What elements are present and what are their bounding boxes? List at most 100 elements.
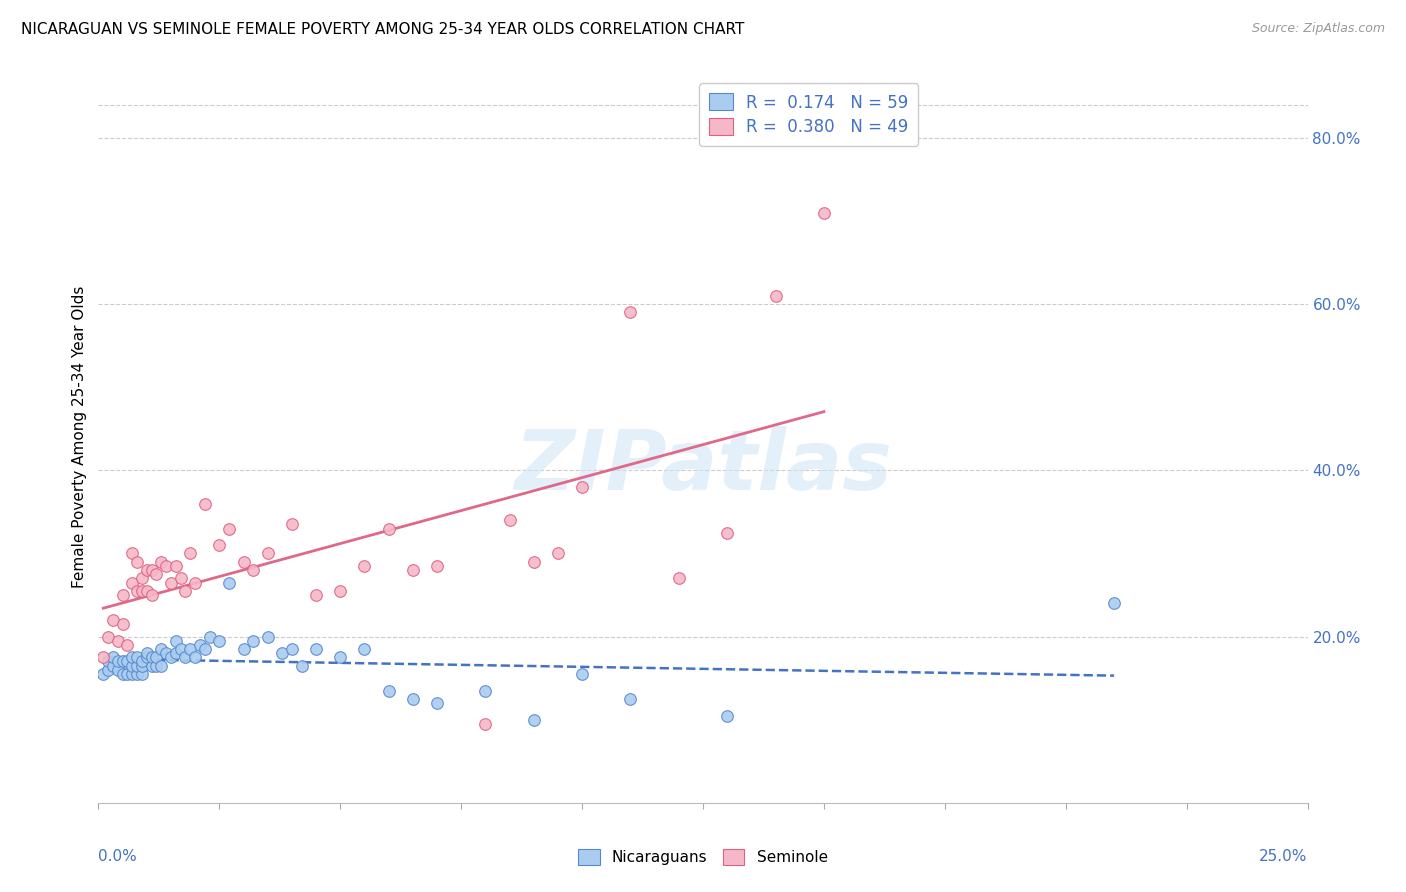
Point (141, 650, 163, 665)
Point (117, 638, 139, 652)
Point (121, 575, 143, 590)
Point (184, 650, 207, 665)
Point (547, 546, 569, 560)
Point (131, 658, 153, 673)
Point (256, 630, 278, 644)
Point (150, 658, 173, 673)
Point (1102, 596, 1125, 610)
Point (194, 497, 217, 511)
Point (402, 563, 425, 577)
Point (716, 525, 738, 540)
Point (232, 555, 254, 569)
Point (160, 650, 183, 665)
Point (218, 521, 240, 535)
Point (208, 633, 231, 648)
Point (107, 663, 129, 677)
Point (121, 667, 143, 681)
Point (141, 563, 163, 577)
Point (111, 655, 134, 669)
Point (150, 555, 173, 569)
Text: NICARAGUAN VS SEMINOLE FEMALE POVERTY AMONG 25-34 YEAR OLDS CORRELATION CHART: NICARAGUAN VS SEMINOLE FEMALE POVERTY AM… (21, 22, 744, 37)
Point (169, 571, 191, 585)
Point (179, 546, 201, 560)
Point (131, 655, 153, 669)
Point (194, 642, 217, 657)
Point (131, 667, 153, 681)
Point (208, 538, 231, 552)
Point (127, 555, 149, 569)
Point (179, 642, 201, 657)
Point (305, 642, 328, 657)
Point (97, 655, 120, 669)
Point (174, 583, 197, 598)
Point (165, 646, 187, 660)
Point (256, 546, 278, 560)
Point (188, 638, 211, 652)
Point (131, 583, 153, 598)
Point (716, 708, 738, 723)
Point (281, 642, 304, 657)
Point (571, 667, 593, 681)
Point (101, 650, 124, 665)
Point (117, 667, 139, 681)
Point (91, 650, 114, 665)
Point (135, 650, 157, 665)
Point (160, 575, 183, 590)
Point (305, 588, 328, 602)
Point (290, 658, 312, 673)
Point (111, 617, 134, 632)
Point (198, 630, 221, 644)
Point (169, 642, 191, 657)
Point (127, 650, 149, 665)
Point (329, 583, 352, 598)
Legend: Nicaraguans, Seminole: Nicaraguans, Seminole (572, 843, 834, 871)
Point (426, 558, 449, 573)
Point (765, 289, 787, 303)
Point (498, 513, 520, 527)
Point (111, 588, 134, 602)
Point (402, 692, 425, 706)
Legend: R =  0.174   N = 59, R =  0.380   N = 49: R = 0.174 N = 59, R = 0.380 N = 49 (699, 83, 918, 146)
Point (91, 667, 114, 681)
Point (97, 663, 120, 677)
Point (101, 658, 124, 673)
Point (523, 555, 546, 569)
Point (619, 692, 641, 706)
Text: Source: ZipAtlas.com: Source: ZipAtlas.com (1251, 22, 1385, 36)
Point (111, 667, 134, 681)
Point (426, 696, 449, 710)
Point (155, 558, 177, 573)
Point (127, 667, 149, 681)
Point (145, 650, 167, 665)
Point (145, 567, 167, 582)
Point (165, 633, 187, 648)
Point (281, 517, 304, 532)
Point (135, 583, 157, 598)
Point (121, 546, 143, 560)
Point (131, 571, 153, 585)
Point (232, 642, 254, 657)
Point (377, 521, 399, 535)
Point (145, 658, 167, 673)
Point (150, 642, 173, 657)
Point (184, 575, 207, 590)
Point (127, 658, 149, 673)
Point (135, 646, 157, 660)
Point (377, 683, 399, 698)
Point (101, 613, 124, 627)
Point (135, 563, 157, 577)
Text: ZIPatlas: ZIPatlas (515, 425, 891, 507)
Point (107, 633, 129, 648)
Point (97, 630, 120, 644)
Text: 0.0%: 0.0% (98, 848, 138, 863)
Point (141, 658, 163, 673)
Point (127, 583, 149, 598)
Point (329, 650, 352, 665)
Point (619, 305, 641, 319)
Point (474, 716, 496, 731)
Point (813, 205, 835, 219)
Point (117, 655, 139, 669)
Point (271, 646, 294, 660)
Point (523, 713, 546, 727)
Point (474, 683, 496, 698)
